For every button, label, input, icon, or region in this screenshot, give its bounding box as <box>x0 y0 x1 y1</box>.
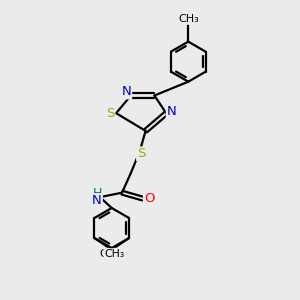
Text: N: N <box>92 194 102 207</box>
Text: N: N <box>122 85 131 98</box>
Text: CH₃: CH₃ <box>104 249 124 259</box>
Text: CH₃: CH₃ <box>99 249 119 259</box>
Text: N: N <box>167 105 176 118</box>
Text: S: S <box>137 147 146 160</box>
Text: S: S <box>106 107 114 120</box>
Text: H: H <box>92 187 102 200</box>
Text: CH₃: CH₃ <box>178 14 199 24</box>
Text: O: O <box>144 192 154 205</box>
